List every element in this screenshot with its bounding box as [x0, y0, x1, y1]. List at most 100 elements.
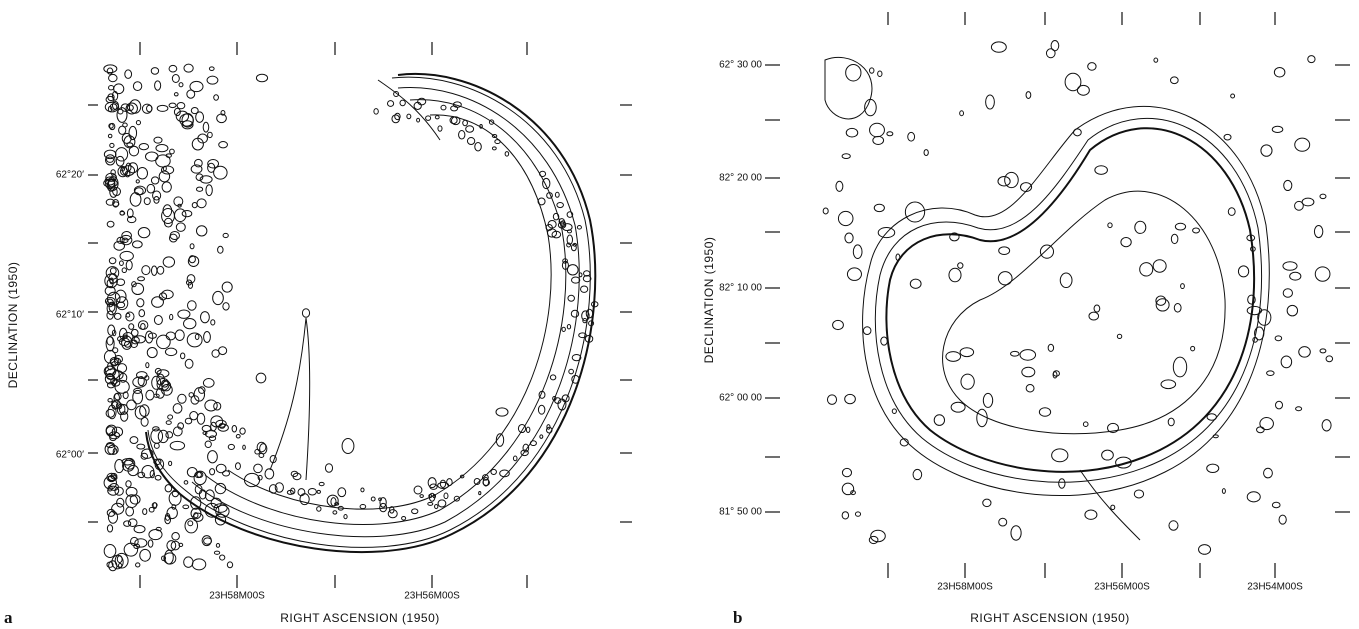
- contour-blob: [1011, 351, 1020, 356]
- contour-blob: [223, 233, 228, 237]
- contour-blob: [1083, 422, 1088, 427]
- y-axis-title: DECLINATION (1950): [6, 262, 20, 389]
- contour-blob: [1134, 490, 1143, 498]
- contour-blob: [137, 299, 144, 307]
- contour-blob: [184, 64, 193, 72]
- contour-blob: [905, 202, 924, 222]
- contour-blob: [571, 277, 579, 283]
- contour-blob: [154, 137, 162, 143]
- contour-blob: [1193, 228, 1200, 233]
- contour: [205, 100, 566, 525]
- contour-blob: [209, 436, 215, 441]
- contour-blob: [842, 483, 853, 495]
- contour-blob: [146, 363, 149, 368]
- contour-blob: [526, 427, 530, 432]
- contour-blob: [1283, 289, 1292, 297]
- contour-blob: [195, 159, 203, 167]
- contour-blob: [402, 516, 406, 520]
- contour-blob: [1060, 273, 1072, 288]
- contour-blob: [420, 495, 423, 498]
- contour-blob: [269, 485, 277, 494]
- contour-blob: [219, 142, 228, 148]
- contour-blob: [122, 268, 126, 273]
- contour-blob: [140, 549, 151, 561]
- contour-blob: [961, 374, 974, 389]
- contour-blob: [162, 182, 171, 192]
- contour-blob: [169, 65, 177, 72]
- contour-blob: [254, 464, 263, 473]
- contour-blob: [435, 504, 438, 508]
- contour-blob: [845, 233, 853, 243]
- contour-blob: [213, 291, 224, 304]
- contour-blob: [557, 203, 564, 208]
- contour-blob: [1274, 68, 1285, 77]
- contour-blob: [1174, 304, 1181, 313]
- contour-blob: [214, 166, 227, 179]
- contour-blob: [169, 461, 172, 465]
- contour-blob: [201, 312, 210, 323]
- contour-blob: [205, 441, 211, 448]
- contour-blob: [108, 134, 112, 137]
- contour-blob: [1171, 234, 1178, 243]
- contour-blob: [1154, 58, 1158, 62]
- contour-blob: [128, 465, 138, 475]
- contour-blob: [571, 310, 578, 317]
- contour-blob: [165, 550, 174, 564]
- contour-blob: [216, 543, 219, 547]
- contour-blob: [162, 208, 175, 223]
- y-tick-label: 81° 50 00: [719, 507, 762, 518]
- contour-blob: [119, 261, 123, 266]
- contour-blob: [215, 483, 225, 493]
- contour-blob: [842, 468, 851, 476]
- contour-blob: [428, 502, 433, 505]
- contour-blob: [960, 111, 964, 116]
- contours: [146, 74, 595, 552]
- contour-blob: [187, 333, 202, 347]
- contour-blob: [833, 320, 844, 329]
- contour-blob: [136, 180, 139, 183]
- contour-blob: [1272, 502, 1280, 507]
- contour-blob: [823, 208, 828, 214]
- contour-blob: [562, 327, 565, 331]
- contour-blob: [197, 199, 206, 208]
- contour-blob: [220, 555, 225, 560]
- contour-blob: [148, 540, 153, 547]
- contour-blob: [1267, 371, 1275, 376]
- contour-blob: [977, 409, 987, 426]
- contour-blob: [491, 469, 497, 474]
- contour-blob: [1308, 56, 1315, 63]
- contour-blob: [126, 313, 130, 317]
- contour-blob: [157, 266, 164, 274]
- contour-blob: [179, 83, 183, 87]
- contour-blob: [361, 488, 364, 492]
- y-tick-label: 62°00′: [56, 450, 84, 461]
- contour-blob: [1169, 521, 1178, 530]
- contour-blob: [185, 359, 193, 368]
- contour-blob: [132, 241, 142, 248]
- contour-blob: [417, 118, 420, 122]
- contour-blob: [1315, 267, 1330, 281]
- contour-blob: [1052, 449, 1068, 462]
- contour-blob: [1207, 414, 1216, 420]
- contour-blob: [428, 478, 436, 488]
- contour-blob: [1020, 350, 1036, 361]
- contour-blob: [120, 251, 133, 260]
- contour-blob: [139, 144, 148, 150]
- contour-blob: [106, 409, 115, 417]
- contour-blob: [109, 74, 117, 81]
- contour-blob: [1295, 138, 1310, 151]
- contour-blob: [149, 529, 162, 539]
- contour-blob: [1199, 545, 1211, 555]
- y-tick-label: 62° 00 00: [719, 393, 762, 404]
- contour-blob: [133, 82, 141, 91]
- contour-blob: [116, 148, 128, 161]
- contour-blob: [435, 116, 439, 119]
- contour-blob: [1191, 346, 1195, 351]
- contour-blob: [124, 521, 131, 526]
- contour-blob: [1326, 356, 1333, 362]
- contour-blob: [1168, 418, 1174, 426]
- contour-blob: [115, 290, 126, 302]
- contour-blob: [180, 353, 184, 359]
- contour-blob: [1276, 401, 1283, 409]
- contour-blob: [496, 408, 508, 416]
